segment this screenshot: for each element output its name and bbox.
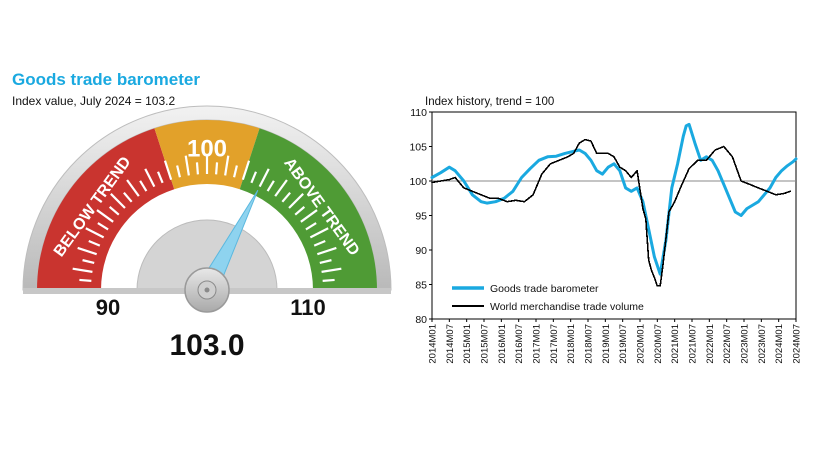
gauge-tick [126, 179, 140, 197]
gauge-tick [321, 267, 342, 273]
gauge-hub-pin [204, 287, 210, 293]
gauge-tick [274, 179, 288, 197]
gauge-tick [176, 165, 181, 178]
gauge-value-label: 103.0 [169, 329, 244, 362]
gauge-tick [88, 240, 101, 247]
x-tick-label: 2014M01 [428, 324, 439, 364]
gauge-tick [322, 278, 335, 282]
gauge-tick [110, 193, 126, 209]
legend-world-merchandise-trade-volume: World merchandise trade volume [490, 301, 644, 313]
gauge-tick [258, 168, 270, 188]
gauge-tick [313, 240, 326, 247]
gauge-dial [136, 219, 278, 291]
gauge-tick [144, 168, 156, 188]
gauge-tick [266, 180, 275, 192]
gauge-tick [72, 267, 93, 273]
x-tick-label: 2018M01 [566, 324, 577, 364]
gauge-max-label: 110 [290, 295, 326, 320]
gauge-tick [309, 227, 329, 239]
gauge-tick [300, 209, 318, 223]
x-tick-label: 2023M01 [740, 324, 751, 364]
x-tick-label: 2016M07 [514, 324, 525, 364]
y-tick-label: 110 [410, 107, 427, 119]
gauge-tick [97, 222, 109, 231]
x-tick-label: 2015M01 [462, 324, 473, 364]
x-tick-label: 2024M01 [774, 324, 785, 364]
gauge-tick [163, 160, 173, 181]
gauge-tick [294, 206, 306, 216]
y-tick-label: 85 [415, 280, 427, 292]
gauge-tick [79, 278, 92, 282]
x-tick-label: 2017M07 [549, 324, 560, 364]
page-subtitle: Index value, July 2024 = 103.2 [12, 94, 176, 108]
x-tick-label: 2021M01 [670, 324, 681, 364]
x-tick-label: 2022M01 [705, 324, 716, 364]
x-tick-label: 2015M07 [480, 324, 491, 364]
page-title: Goods trade barometer [12, 70, 200, 89]
gauge-tick [108, 206, 120, 216]
x-tick-label: 2022M07 [722, 324, 733, 364]
x-tick-label: 2023M07 [757, 324, 768, 364]
series-goods-trade-barometer [430, 122, 798, 276]
gauge-tick [215, 162, 219, 175]
x-tick-label: 2018M07 [584, 324, 595, 364]
gauge-tick [77, 246, 98, 256]
gauge-tick [281, 191, 291, 203]
legend-goods-trade-barometer: Goods trade barometer [490, 283, 599, 295]
gauge-tick [250, 171, 257, 184]
x-tick-label: 2019M07 [618, 324, 629, 364]
gauge-label-neutral: 100 [187, 135, 227, 162]
gauge-tick [319, 259, 332, 264]
y-tick-label: 95 [415, 211, 427, 223]
gauge-tick [224, 155, 230, 176]
gauge-tick [139, 180, 148, 192]
y-tick-label: 105 [409, 142, 427, 154]
gauge-tick [123, 191, 133, 203]
gauge-tick [96, 209, 114, 223]
y-tick-label: 80 [415, 314, 427, 326]
gauge-tick [305, 222, 317, 231]
x-tick-label: 2014M07 [445, 324, 456, 364]
x-tick-label: 2021M07 [688, 324, 699, 364]
y-tick-label: 100 [409, 176, 427, 188]
gauge-tick [157, 171, 164, 184]
x-tick-label: 2024M07 [792, 324, 803, 364]
x-tick-label: 2020M01 [636, 324, 647, 364]
y-tick-label: 90 [415, 245, 427, 257]
x-tick-label: 2016M01 [497, 324, 508, 364]
gauge-tick [82, 259, 95, 264]
gauge-band-above [239, 128, 377, 290]
gauge-min-label: 90 [96, 295, 120, 320]
gauge-tick [316, 246, 337, 256]
x-tick-label: 2019M01 [601, 324, 612, 364]
gauge-tick [184, 155, 190, 176]
series-world-merchandise-trade-volume [431, 138, 792, 287]
gauge-tick [233, 165, 238, 178]
chart-title: Index history, trend = 100 [425, 96, 554, 108]
gauge-tick [85, 227, 105, 239]
gauge-tick [288, 193, 304, 209]
x-tick-label: 2020M07 [653, 324, 664, 364]
gauge-band-below [37, 128, 175, 290]
gauge-tick [241, 160, 251, 181]
gauge-tick [195, 162, 199, 175]
x-tick-label: 2017M01 [532, 324, 543, 364]
